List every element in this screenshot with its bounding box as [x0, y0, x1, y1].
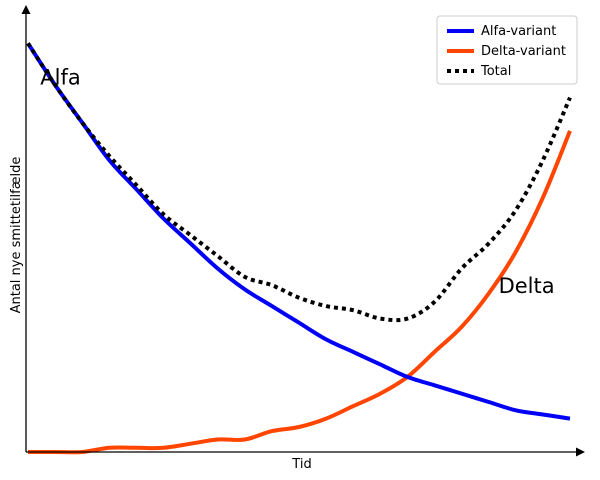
legend: Alfa-variant Delta-variant Total: [436, 15, 578, 85]
x-axis-label: Tid: [291, 457, 311, 472]
y-axis-arrow-icon: [21, 5, 31, 14]
legend-label-alfa: Alfa-variant: [481, 24, 556, 39]
annotation-alfa: Alfa: [40, 66, 80, 90]
series-line-delta-variant: [28, 130, 572, 455]
series-line-total: [26, 42, 572, 323]
y-axis-label: Antal nye smittetilfælde: [9, 157, 24, 314]
legend-label-delta: Delta-variant: [481, 44, 566, 59]
legend-label-total: Total: [480, 64, 511, 79]
series-layer: [26, 42, 572, 455]
annotation-delta: Delta: [499, 274, 555, 298]
x-axis-arrow-icon: [576, 447, 585, 457]
series-line-alfa-variant: [26, 42, 571, 421]
